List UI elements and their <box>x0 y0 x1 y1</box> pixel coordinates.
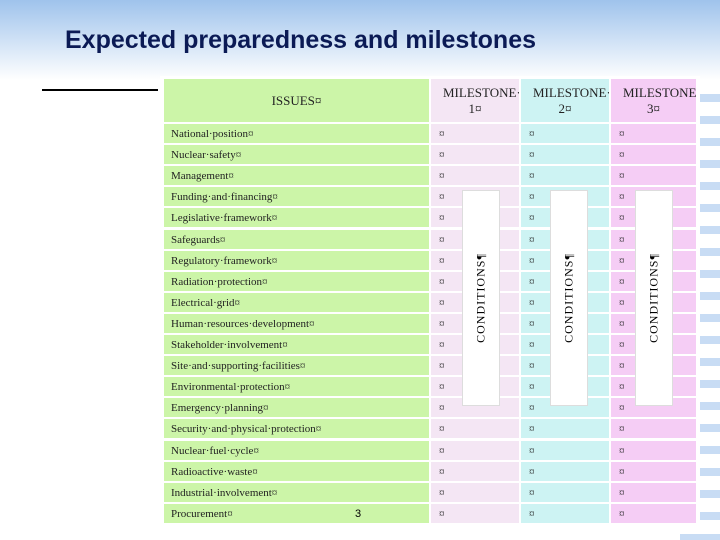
milestone-cell: ¤ <box>610 460 697 482</box>
issue-cell: Electrical·grid¤ <box>163 291 430 313</box>
issue-cell: Regulatory·framework¤ <box>163 249 430 271</box>
issue-cell: Nuclear·fuel·cycle¤ <box>163 439 430 461</box>
conditions-label: CONDITIONS¶ <box>561 253 576 343</box>
header-cell: ISSUES¤ <box>163 78 430 123</box>
header-cell: MILESTONE·· 2¤ <box>520 78 610 123</box>
rule <box>42 89 158 91</box>
milestone-cell: ¤ <box>610 418 697 440</box>
milestone-cell: ¤ <box>520 460 610 482</box>
conditions-box: CONDITIONS¶ <box>550 190 588 406</box>
milestone-cell: ¤ <box>610 165 697 187</box>
slide-title: Expected preparedness and milestones <box>65 26 537 54</box>
issue-cell: Security·and·physical·protection¤ <box>163 418 430 440</box>
issue-cell: Industrial·involvement¤ <box>163 481 430 503</box>
issue-cell: Site·and·supporting·facilities¤ <box>163 355 430 377</box>
milestone-cell: ¤ <box>430 502 520 524</box>
issue-cell: Human·resources·development¤ <box>163 312 430 334</box>
milestone-cell: ¤ <box>430 418 520 440</box>
milestone-cell: ¤ <box>430 123 520 145</box>
milestone-cell: ¤ <box>520 481 610 503</box>
header-band <box>0 0 720 80</box>
milestone-cell: ¤ <box>520 439 610 461</box>
issue-cell: Legislative·framework¤ <box>163 207 430 229</box>
header-cell: MILESTONE·· 3¤ <box>610 78 697 123</box>
milestone-cell: ¤ <box>520 502 610 524</box>
milestone-cell: ¤ <box>610 481 697 503</box>
milestone-cell: ¤ <box>520 123 610 145</box>
issue-cell: Management¤ <box>163 165 430 187</box>
milestone-cell: ¤ <box>430 460 520 482</box>
issue-cell: Funding·and·financing¤ <box>163 186 430 208</box>
conditions-box: CONDITIONS¶ <box>635 190 673 406</box>
page-number: 3 <box>355 508 362 520</box>
conditions-label: CONDITIONS¶ <box>646 253 661 343</box>
milestone-cell: ¤ <box>610 144 697 166</box>
issue-cell: Safeguards¤ <box>163 228 430 250</box>
milestone-table: ISSUES¤ MILESTONE·· 1¤ MILESTONE·· 2¤ MILES… <box>160 76 700 526</box>
conditions-box: CONDITIONS¶ <box>462 190 500 406</box>
milestone-cell: ¤ <box>610 123 697 145</box>
milestone-cell: ¤ <box>520 418 610 440</box>
issue-cell: Stakeholder·involvement¤ <box>163 334 430 356</box>
issue-cell: Procurement¤ <box>163 502 430 524</box>
issue-cell: Environmental·protection¤ <box>163 376 430 398</box>
milestone-cell: ¤ <box>520 144 610 166</box>
issue-cell: Emergency·planning¤ <box>163 397 430 419</box>
milestone-cell: ¤ <box>430 165 520 187</box>
header-cell: MILESTONE·· 1¤ <box>430 78 520 123</box>
milestone-cell: ¤ <box>610 439 697 461</box>
milestone-cell: ¤ <box>610 502 697 524</box>
issue-cell: Radiation·protection¤ <box>163 270 430 292</box>
milestone-cell: ¤ <box>430 144 520 166</box>
issue-cell: Radioactive·waste¤ <box>163 460 430 482</box>
conditions-label: CONDITIONS¶ <box>473 253 488 343</box>
issue-cell: National·position¤ <box>163 123 430 145</box>
milestone-cell: ¤ <box>430 481 520 503</box>
milestone-cell: ¤ <box>430 439 520 461</box>
issue-cell: Nuclear·safety¤ <box>163 144 430 166</box>
milestone-cell: ¤ <box>520 165 610 187</box>
